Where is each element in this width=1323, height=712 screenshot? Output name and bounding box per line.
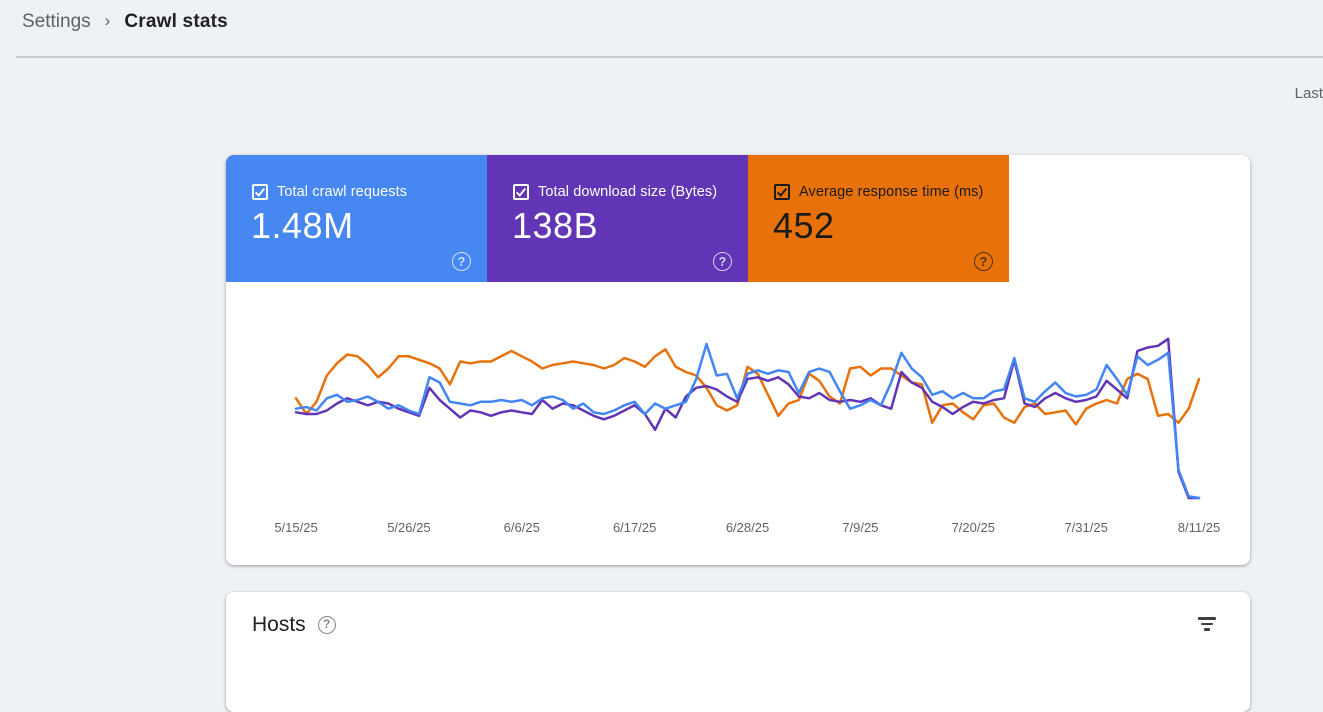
- metric-head: Total download size (Bytes): [513, 184, 717, 200]
- crawl-stats-card: Total crawl requests 1.48M ? Total downl…: [226, 155, 1250, 565]
- chevron-right-icon: ›: [104, 11, 111, 30]
- help-icon[interactable]: ?: [452, 252, 471, 271]
- metric-card-total-download-size[interactable]: Total download size (Bytes) 138B ?: [487, 155, 748, 282]
- metric-head: Average response time (ms): [774, 184, 983, 200]
- series-line: [294, 337, 1201, 500]
- crawl-trend-chart[interactable]: [294, 330, 1201, 505]
- x-tick-label: 6/17/25: [612, 520, 657, 535]
- x-tick-label: 6/6/25: [503, 520, 540, 535]
- metric-card-average-response-time[interactable]: Average response time (ms) 452 ?: [748, 155, 1009, 282]
- x-tick-label: 6/28/25: [725, 520, 770, 535]
- metric-value: 1.48M: [251, 205, 354, 246]
- metric-head: Total crawl requests: [252, 184, 407, 200]
- metric-card-total-crawl-requests[interactable]: Total crawl requests 1.48M ?: [226, 155, 487, 282]
- metric-label: Average response time (ms): [799, 184, 984, 200]
- checkbox-checked-icon[interactable]: [774, 184, 790, 200]
- checkbox-checked-icon[interactable]: [513, 184, 529, 200]
- metric-value: 452: [773, 205, 835, 246]
- metric-label: Total download size (Bytes): [538, 184, 718, 200]
- hosts-card: Hosts ?: [226, 592, 1250, 712]
- page-title: Crawl stats: [124, 11, 228, 32]
- x-tick-label: 7/20/25: [951, 520, 995, 535]
- help-icon[interactable]: ?: [713, 252, 732, 271]
- divider: [16, 56, 1323, 58]
- x-tick-label: 7/31/25: [1064, 520, 1108, 535]
- breadcrumb-settings-link[interactable]: Settings: [22, 11, 91, 32]
- x-tick-label: 7/9/25: [842, 520, 879, 535]
- series-line: [294, 342, 1201, 500]
- checkbox-checked-icon[interactable]: [252, 184, 268, 200]
- x-axis-labels: 5/15/25 5/26/25 6/6/25 6/17/25 6/28/25 7/9/25…: [274, 520, 1220, 536]
- breadcrumb: Settings › Crawl stats: [22, 11, 228, 33]
- crawl-chart-svg: [294, 337, 1201, 500]
- x-tick-label: 8/11/25: [1177, 520, 1221, 535]
- series-line: [294, 348, 1201, 426]
- hosts-header: Hosts ?: [252, 613, 336, 637]
- date-range-selector[interactable]: Last: [1294, 85, 1323, 102]
- x-tick-label: 5/15/25: [274, 520, 318, 535]
- metric-value: 138B: [512, 205, 599, 246]
- hosts-title: Hosts: [252, 613, 306, 636]
- top-bar: Settings › Crawl stats: [0, 0, 1323, 58]
- metric-label: Total crawl requests: [277, 184, 408, 200]
- help-icon[interactable]: ?: [974, 252, 993, 271]
- x-tick-label: 5/26/25: [387, 520, 431, 535]
- filter-icon[interactable]: [1194, 612, 1220, 636]
- help-icon[interactable]: ?: [317, 616, 336, 634]
- metric-card-row: Total crawl requests 1.48M ? Total downl…: [226, 155, 1250, 282]
